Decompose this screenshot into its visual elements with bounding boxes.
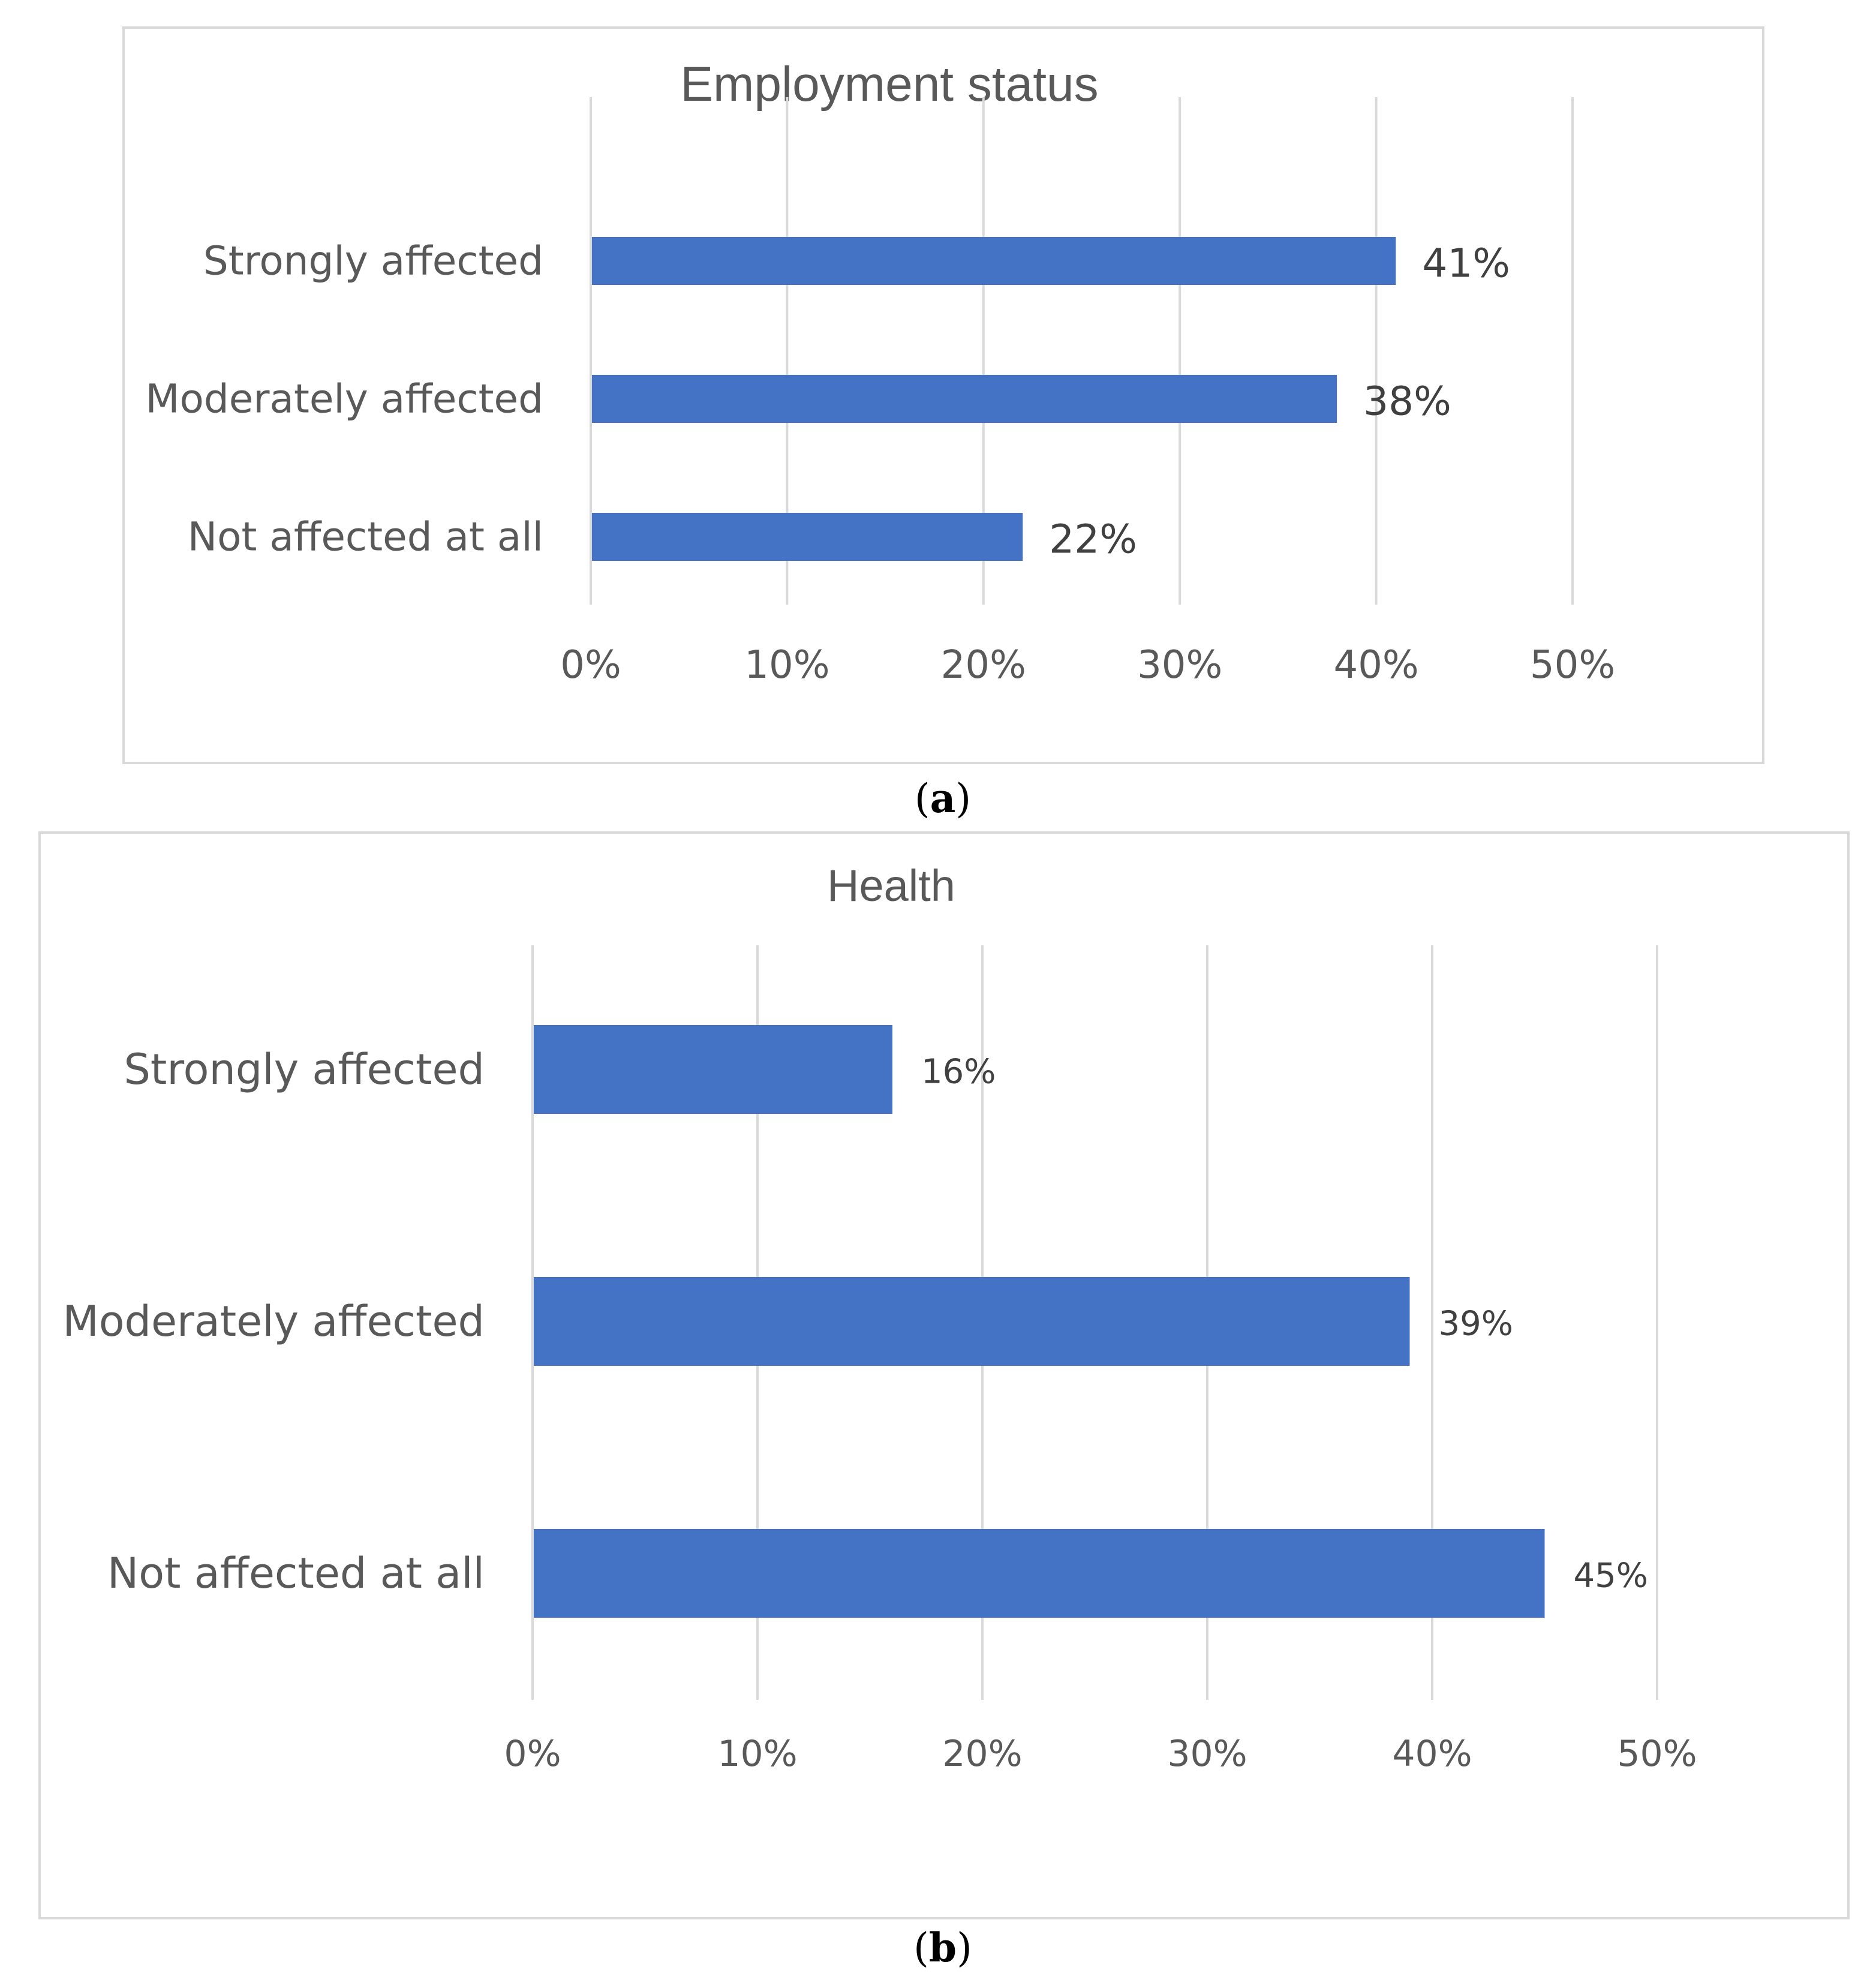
- caption-a-letter: a: [930, 775, 956, 822]
- employment-chart-title: Employment status: [680, 57, 1098, 112]
- chart-panel-employment: Employment status 0% 10% 20% 30% 40% 50% Strong…: [122, 26, 1764, 764]
- health-bar-strongly-affected: [533, 1025, 892, 1114]
- employment-tick-label-10: 10%: [744, 643, 829, 687]
- health-category-label-not-affected-at-all: Not affected at all: [107, 1549, 485, 1598]
- health-tick-label-30: 30%: [1167, 1733, 1247, 1775]
- health-tick-label-0: 0%: [504, 1733, 561, 1775]
- health-data-label-not-affected-at-all: 45%: [1574, 1557, 1648, 1596]
- employment-bar-not-affected-at-all: [591, 513, 1023, 561]
- health-bar-moderately-affected: [533, 1277, 1410, 1366]
- caption-a: (a): [914, 775, 972, 822]
- health-data-label-moderately-affected: 39%: [1439, 1305, 1513, 1344]
- employment-category-label-strongly-affected: Strongly affected: [203, 238, 543, 284]
- employment-tick-label-0: 0%: [560, 643, 621, 687]
- caption-b-letter: b: [928, 1924, 957, 1971]
- health-category-label-strongly-affected: Strongly affected: [124, 1045, 485, 1094]
- employment-data-label-moderately-affected: 38%: [1363, 378, 1451, 425]
- employment-bar-moderately-affected: [591, 375, 1337, 423]
- health-data-label-strongly-affected: 16%: [921, 1053, 996, 1092]
- employment-tick-label-20: 20%: [941, 643, 1026, 687]
- health-tick-label-20: 20%: [942, 1733, 1022, 1775]
- employment-data-label-not-affected-at-all: 22%: [1049, 516, 1137, 563]
- employment-category-label-not-affected-at-all: Not affected at all: [188, 514, 543, 560]
- health-tick-label-50: 50%: [1617, 1733, 1697, 1775]
- health-chart-title: Health: [827, 861, 955, 911]
- employment-data-label-strongly-affected: 41%: [1422, 241, 1510, 287]
- chart-panel-health: Health 0% 10% 20% 30% 40% 50% Strongly affected…: [38, 831, 1850, 1919]
- health-bar-not-affected-at-all: [533, 1529, 1545, 1618]
- caption-b: (b): [913, 1924, 972, 1971]
- health-category-label-moderately-affected: Moderately affected: [62, 1297, 485, 1346]
- employment-category-label-moderately-affected: Moderately affected: [146, 376, 543, 422]
- health-tick-label-40: 40%: [1392, 1733, 1472, 1775]
- health-tick-label-10: 10%: [717, 1733, 797, 1775]
- employment-tick-label-40: 40%: [1333, 643, 1418, 687]
- health-chart-svg: Health 0% 10% 20% 30% 40% 50% Strongly affected…: [62, 861, 1697, 1775]
- employment-chart-svg: Employment status 0% 10% 20% 30% 40% 50% Strong…: [146, 57, 1616, 687]
- employment-tick-label-30: 30%: [1137, 643, 1222, 687]
- employment-tick-label-50: 50%: [1530, 643, 1615, 687]
- employment-bar-strongly-affected: [591, 237, 1396, 285]
